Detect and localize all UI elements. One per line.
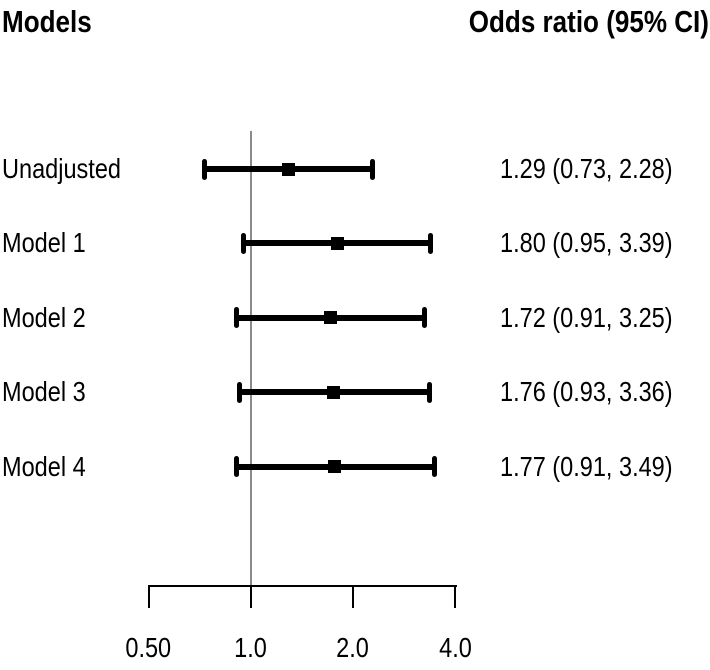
- x-axis-tick-label: 1.0: [206, 631, 296, 665]
- x-axis-tick-label-text: 2.0: [336, 632, 370, 663]
- x-axis-tick: [249, 585, 252, 608]
- row-label-text: Model 4: [2, 450, 86, 482]
- point-estimate-marker: [324, 311, 338, 325]
- row-value-text: 1.76 (0.93, 3.36): [500, 376, 673, 408]
- row-value: 1.77 (0.91, 3.49): [500, 450, 705, 484]
- x-axis-line: [148, 585, 457, 587]
- x-axis-tick-label: 0.50: [104, 631, 194, 665]
- point-estimate-marker: [330, 236, 344, 250]
- x-axis-tick-label: 4.0: [410, 631, 500, 665]
- ci-cap-low: [201, 158, 207, 180]
- ci-cap-high: [428, 232, 434, 254]
- row-value: 1.80 (0.95, 3.39): [500, 226, 705, 260]
- ci-cap-low: [234, 456, 240, 478]
- x-axis-tick-label-text: 4.0: [438, 632, 472, 663]
- column-header-odds-ratio: Odds ratio (95% CI): [423, 4, 709, 40]
- ci-cap-high: [421, 307, 427, 329]
- column-header-models-label: Models: [2, 4, 92, 39]
- point-estimate-marker: [281, 162, 295, 176]
- row-label-text: Model 2: [2, 301, 86, 333]
- row-label-text: Model 3: [2, 376, 86, 408]
- row-label: Model 3: [2, 375, 102, 409]
- row-value-text: 1.80 (0.95, 3.39): [500, 227, 673, 259]
- row-label: Model 1: [2, 226, 102, 260]
- x-axis-tick: [351, 585, 354, 608]
- ci-cap-high: [432, 456, 438, 478]
- row-label-text: Model 1: [2, 227, 86, 259]
- row-label-text: Unadjusted: [2, 153, 121, 184]
- column-header-models: Models: [2, 4, 109, 40]
- x-axis-tick: [147, 585, 150, 608]
- x-axis-tick-label-text: 1.0: [234, 632, 268, 663]
- point-estimate-marker: [328, 460, 342, 474]
- ci-cap-high: [426, 381, 432, 403]
- reference-line: [249, 131, 252, 586]
- x-axis-tick-label-text: 0.50: [125, 632, 172, 663]
- ci-cap-high: [369, 158, 375, 180]
- row-label: Model 4: [2, 450, 102, 484]
- row-label: Unadjusted: [2, 152, 144, 186]
- x-axis-tick-label: 2.0: [308, 631, 398, 665]
- ci-cap-low: [237, 381, 243, 403]
- row-value-text: 1.77 (0.91, 3.49): [500, 450, 673, 482]
- point-estimate-marker: [327, 385, 341, 399]
- ci-cap-low: [234, 307, 240, 329]
- row-value: 1.29 (0.73, 2.28): [500, 152, 705, 186]
- ci-cap-low: [240, 232, 246, 254]
- row-value-text: 1.72 (0.91, 3.25): [500, 301, 673, 333]
- column-header-odds-ratio-label: Odds ratio (95% CI): [468, 4, 709, 39]
- row-value-text: 1.29 (0.73, 2.28): [500, 153, 673, 184]
- x-axis-tick: [454, 585, 456, 608]
- row-value: 1.72 (0.91, 3.25): [500, 301, 705, 335]
- row-value: 1.76 (0.93, 3.36): [500, 375, 705, 409]
- row-label: Model 2: [2, 301, 102, 335]
